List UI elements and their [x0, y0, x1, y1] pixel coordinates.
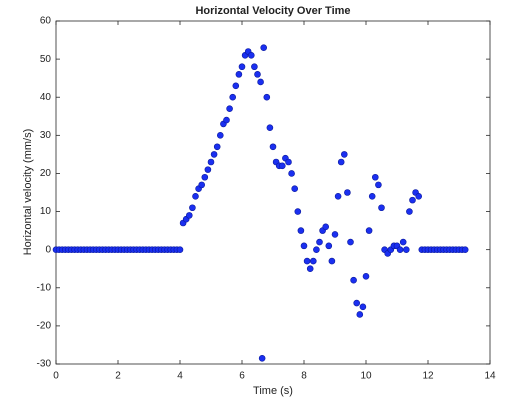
point [409, 196, 416, 204]
y-axis-label: Horizontal velocity (mm/s) [22, 129, 34, 256]
point [350, 276, 357, 284]
point [359, 303, 367, 311]
y-tick-label: -30 [37, 359, 52, 370]
point [406, 208, 413, 215]
point [213, 143, 221, 151]
point [210, 151, 218, 158]
point [207, 158, 215, 166]
point [362, 273, 370, 280]
point [347, 238, 354, 246]
point [291, 185, 299, 192]
x-tick-label: 12 [422, 371, 434, 382]
point [198, 181, 205, 189]
point [278, 162, 286, 170]
point [235, 71, 243, 78]
point [189, 204, 196, 212]
point [288, 170, 295, 177]
point [402, 246, 410, 253]
x-tick-label: 14 [484, 371, 496, 382]
point [309, 257, 317, 265]
y-tick-label: 60 [40, 16, 52, 27]
y-tick-label: -20 [37, 321, 52, 332]
point [356, 311, 364, 318]
point [294, 208, 302, 215]
point [204, 166, 212, 173]
point [396, 246, 404, 253]
plot-frame [55, 20, 491, 365]
point [258, 354, 266, 362]
point [344, 189, 351, 196]
y-tick-label: 20 [40, 168, 52, 179]
point [232, 82, 240, 90]
y-tick-label: 30 [40, 130, 52, 141]
point [263, 93, 271, 101]
point [254, 71, 261, 78]
point [353, 299, 361, 307]
y-tick-label: 40 [40, 92, 52, 103]
x-axis-label: Time (s) [253, 385, 293, 397]
point [375, 181, 382, 189]
point [322, 223, 330, 231]
point [378, 204, 385, 212]
point [337, 158, 345, 166]
point [269, 143, 277, 151]
point [365, 227, 373, 234]
x-tick-label: 4 [177, 371, 183, 382]
point [217, 132, 224, 139]
point [340, 151, 348, 158]
point [223, 116, 230, 124]
point [176, 246, 184, 253]
point [316, 238, 323, 246]
x-tick-label: 10 [360, 371, 372, 382]
point [251, 63, 258, 71]
point [266, 124, 274, 132]
chart-title: Horizontal Velocity Over Time [195, 5, 350, 17]
point [248, 51, 255, 59]
point [300, 242, 308, 250]
point [297, 227, 305, 234]
x-tick-label: 2 [115, 371, 121, 382]
point [368, 193, 376, 200]
point [186, 212, 193, 219]
point [226, 105, 233, 112]
point [399, 238, 407, 246]
point [415, 193, 423, 200]
point [325, 242, 333, 250]
y-tick-label: -10 [37, 282, 52, 293]
point [260, 44, 268, 51]
point [306, 265, 314, 273]
x-tick-label: 8 [301, 371, 307, 382]
x-tick-label: 0 [53, 371, 59, 382]
point [331, 231, 339, 238]
point [238, 63, 246, 71]
point [328, 257, 336, 265]
x-tick-label: 6 [239, 371, 245, 382]
point [371, 173, 379, 181]
point [461, 246, 469, 253]
point [192, 193, 199, 200]
point [229, 93, 236, 101]
y-tick-label: 10 [40, 206, 52, 217]
point [257, 78, 264, 86]
y-tick-label: 50 [40, 54, 52, 65]
point [303, 257, 311, 265]
point [201, 173, 209, 181]
y-tick-label: 0 [45, 244, 51, 255]
point [334, 193, 342, 200]
point [313, 246, 320, 253]
point [285, 158, 292, 166]
